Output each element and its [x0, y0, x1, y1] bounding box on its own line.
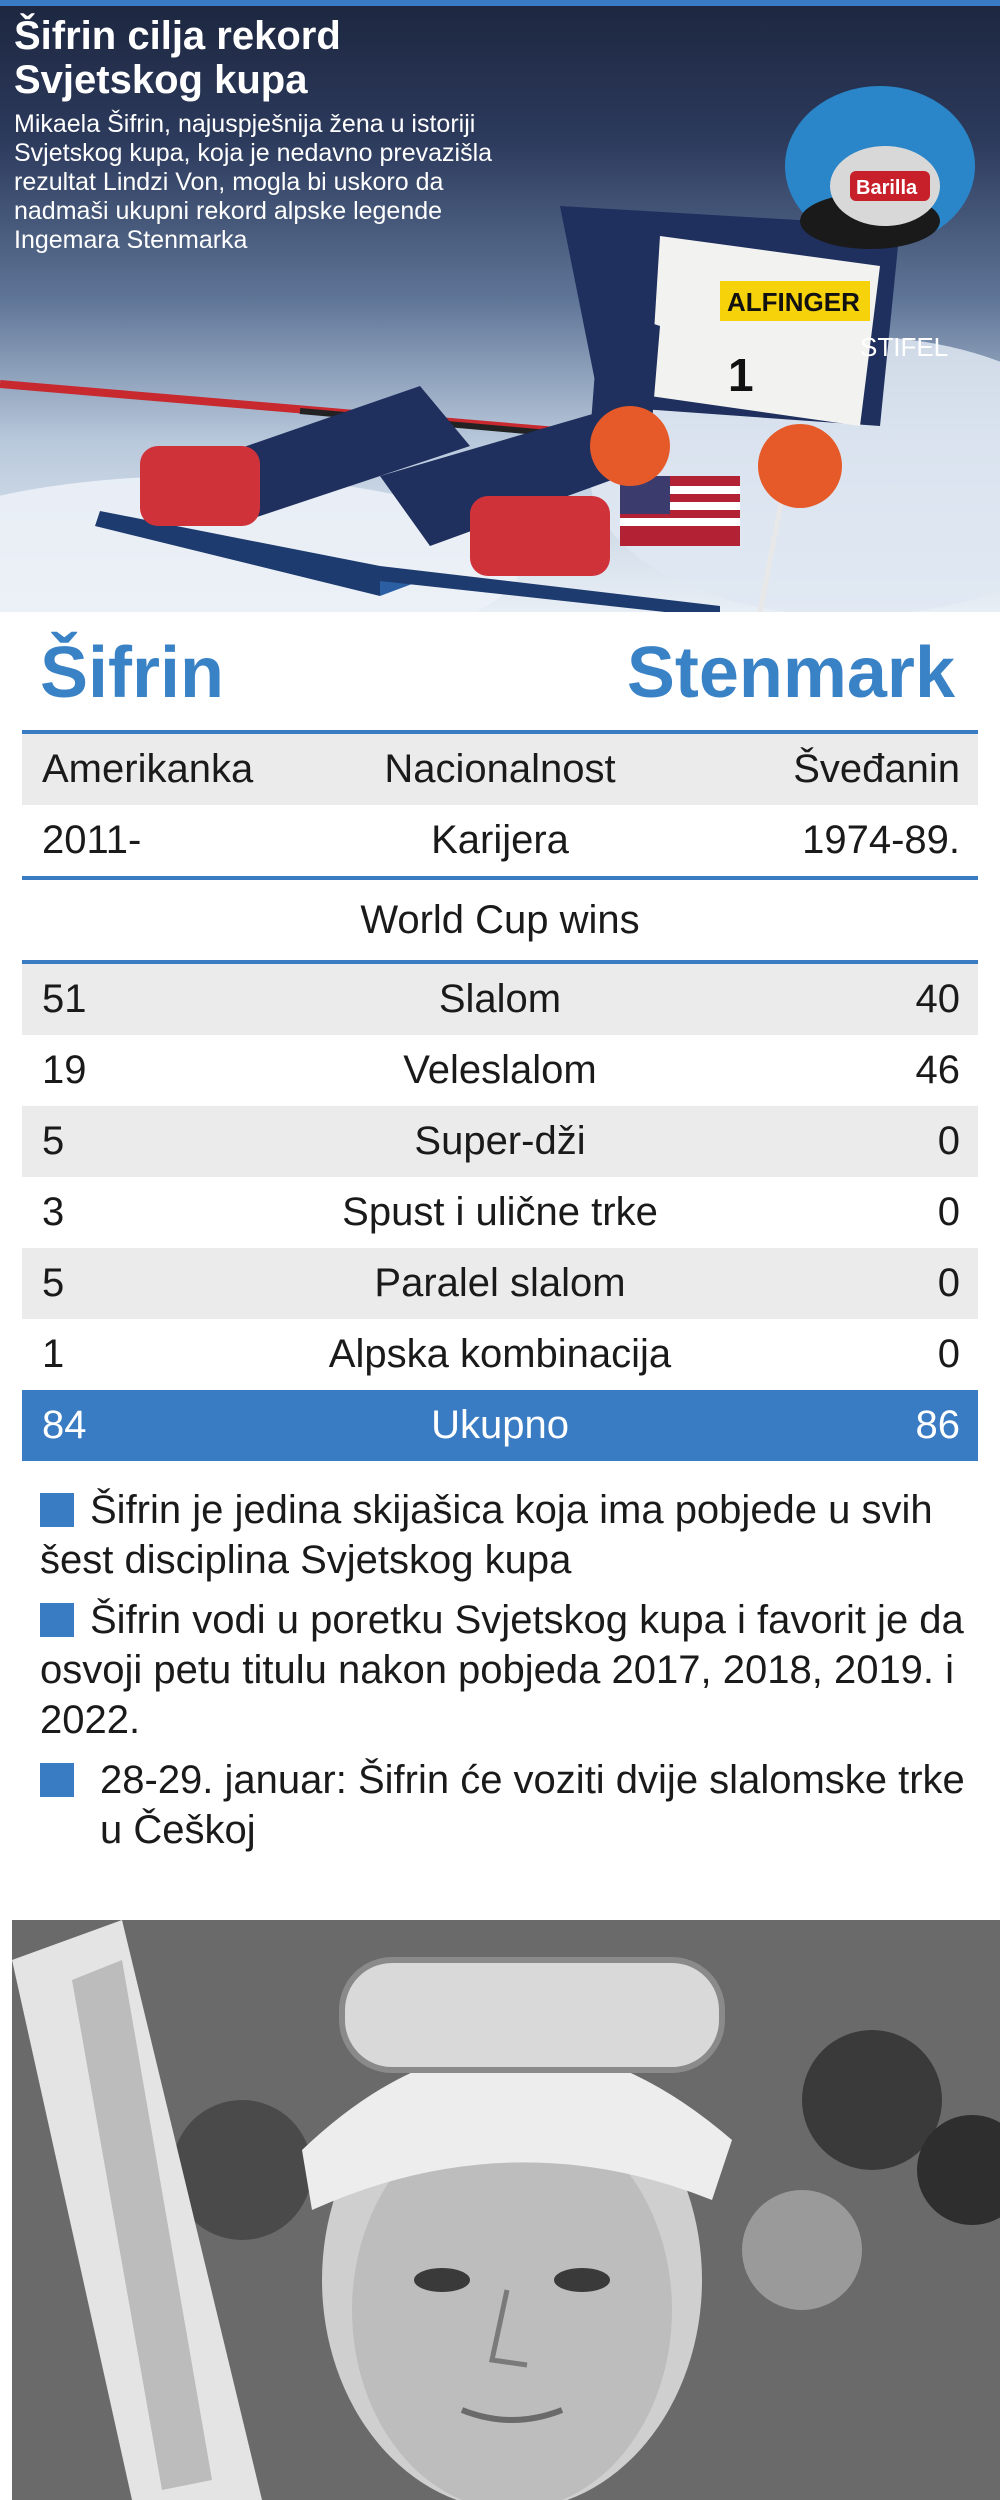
title-line-2: Svjetskog kupa: [14, 58, 308, 102]
row-label: Veleslalom: [403, 1048, 597, 1092]
table-row-downhill: Spust i ulične trke 3 0: [22, 1177, 978, 1248]
row-value-left: 5: [42, 1261, 65, 1305]
row-label: Alpska kombinacija: [328, 1332, 672, 1376]
row-value-left: 19: [42, 1048, 87, 1092]
row-value-right: 0: [937, 1190, 960, 1234]
table-row-career: Karijera 2011- 1974-89.: [22, 805, 978, 876]
table-rule-mid: [22, 876, 978, 880]
row-value-right: 1974-89.: [802, 818, 960, 862]
stenmark-portrait-illustration: [12, 1920, 1000, 2500]
row-value-left: 1: [42, 1332, 65, 1376]
intro-description: Mikaela Šifrin, najuspješnija žena u ist…: [14, 110, 493, 254]
bullet-square-icon: [40, 1603, 74, 1637]
section-title-world-cup-wins: World Cup wins: [360, 898, 640, 942]
row-label: Slalom: [438, 977, 562, 1021]
row-value-right: 0: [937, 1332, 960, 1376]
row-value-left: Amerikanka: [42, 747, 254, 791]
row-value-right: Šveđanin: [793, 747, 960, 791]
note-text: Šifrin vodi u poretku Svjetskog kupa i f…: [40, 1598, 964, 1742]
table-rule-section: [22, 960, 978, 964]
hero-photo-shiffrin: ALFINGER STIFEL 1 Barilla Šifrin cilja r…: [0, 6, 1000, 612]
row-label: Paralel slalom: [374, 1261, 626, 1305]
row-label: Karijera: [431, 818, 569, 862]
note-text: Šifrin je jedina skijašica koja ima pobj…: [40, 1488, 933, 1582]
row-value-right: 0: [937, 1261, 960, 1305]
suit-sponsor-text: STIFEL: [860, 332, 948, 362]
note-item: 28-29. januar: Šifrin će voziti dvije sl…: [40, 1755, 970, 1855]
note-item: Šifrin vodi u poretku Svjetskog kupa i f…: [40, 1595, 970, 1745]
skier-illustration: ALFINGER STIFEL 1 Barilla: [0, 86, 1000, 612]
row-value-left: 84: [42, 1403, 87, 1447]
row-label: Super-dži: [414, 1119, 586, 1163]
page-title: Šifrin cilja rekord Svjetskog kupa: [14, 14, 534, 102]
bib-sponsor-text: ALFINGER: [727, 287, 860, 317]
row-label: Ukupno: [431, 1403, 569, 1447]
row-value-right: 46: [915, 1048, 961, 1092]
hero-text-block: Šifrin cilja rekord Svjetskog kupa Mikae…: [14, 14, 534, 255]
helmet-brand-text: Barilla: [856, 177, 918, 199]
top-accent-rule: [0, 0, 1000, 6]
notes-list: Šifrin je jedina skijašica koja ima pobj…: [40, 1485, 970, 1865]
bullet-square-icon: [40, 1763, 74, 1797]
row-label: Nacionalnost: [384, 747, 616, 791]
row-value-left: 5: [42, 1119, 65, 1163]
table-row-nationality: Nacionalnost Amerikanka Šveđanin: [22, 734, 978, 805]
table-row-total: Ukupno 84 86: [22, 1390, 978, 1461]
table-row-super-g: Super-dži 5 0: [22, 1106, 978, 1177]
row-value-left: 3: [42, 1190, 65, 1234]
row-label: Spust i ulične trke: [342, 1190, 658, 1234]
table-row-slalom: Slalom 51 40: [22, 964, 978, 1035]
row-value-right: 0: [937, 1119, 960, 1163]
note-item: Šifrin je jedina skijašica koja ima pobj…: [40, 1485, 970, 1585]
title-line-1: Šifrin cilja rekord: [14, 14, 341, 58]
note-text: 28-29. januar: Šifrin će voziti dvije sl…: [100, 1758, 965, 1852]
athlete-name-left: Šifrin: [40, 633, 225, 713]
row-value-left: 2011-: [42, 818, 142, 862]
bullet-square-icon: [40, 1493, 74, 1527]
table-rule-top: [22, 730, 978, 734]
table-row-parallel-slalom: Paralel slalom 5 0: [22, 1248, 978, 1319]
photo-stenmark: [12, 1920, 1000, 2500]
row-value-right: 86: [915, 1403, 961, 1447]
table-row-combined: Alpska kombinacija 1 0: [22, 1319, 978, 1390]
bib-number: 1: [728, 349, 754, 401]
row-value-right: 40: [915, 977, 961, 1021]
athlete-name-right: Stenmark: [626, 633, 955, 713]
row-value-left: 51: [42, 977, 87, 1021]
table-row-veleslalom: Veleslalom 19 46: [22, 1035, 978, 1106]
comparison-table: Nacionalnost Amerikanka Šveđanin Karijer…: [22, 730, 978, 1461]
